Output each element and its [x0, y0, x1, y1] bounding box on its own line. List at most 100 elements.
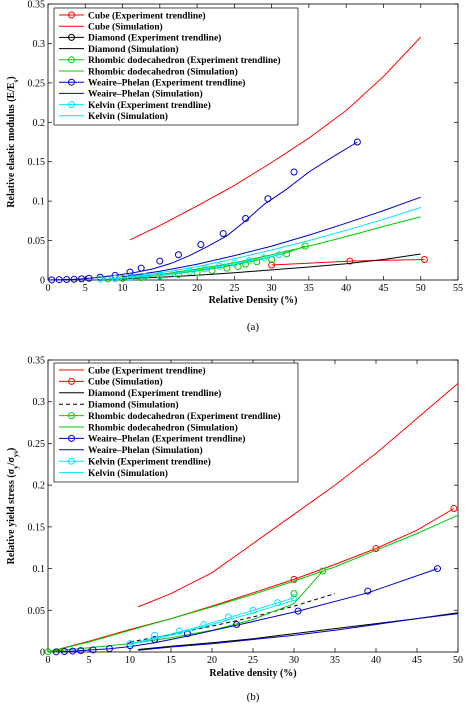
x-tick-label: 15 — [166, 655, 176, 666]
legend-entry-label: Rhombic dodecahedron (Simulation) — [88, 66, 238, 77]
series-9 — [129, 599, 295, 645]
data-point — [106, 645, 113, 653]
data-point — [200, 620, 208, 628]
data-point — [242, 214, 250, 222]
y-tick-label: 0.1 — [33, 197, 46, 208]
y-tick-label: 0.2 — [33, 481, 46, 492]
legend-swatch-marker — [68, 377, 75, 385]
x-tick-label: 40 — [341, 283, 351, 294]
legend-entry-label: Cube (Experiment trendline) — [88, 365, 206, 376]
y-tick-label: 0.05 — [28, 236, 46, 247]
data-point — [364, 587, 372, 595]
legend-swatch-marker — [68, 412, 75, 420]
y-tick-label: 0.15 — [28, 157, 46, 168]
legend-entry-label: Weaire–Phelan (Simulation) — [88, 89, 203, 100]
legend-entry-label: Diamond (Experiment trendline) — [88, 388, 221, 399]
y-axis-label: Relative elastic modulus (E/Es) — [6, 76, 20, 207]
y-tick-label: 0.35 — [28, 0, 46, 11]
data-point — [450, 505, 458, 513]
series-4 — [44, 567, 327, 656]
data-point — [55, 276, 63, 284]
series-7 — [138, 613, 459, 651]
data-point — [70, 275, 78, 283]
x-tick-label: 50 — [453, 655, 463, 666]
data-point — [52, 648, 60, 656]
data-point — [215, 262, 223, 270]
series-line — [129, 593, 336, 643]
figure-caption: (a) — [247, 321, 260, 333]
data-point — [96, 273, 104, 281]
data-point — [156, 257, 164, 265]
x-axis-label: Relative density (%) — [209, 668, 296, 679]
data-point — [85, 274, 93, 282]
legend-swatch-marker — [68, 101, 75, 109]
series-3 — [129, 593, 336, 643]
x-tick-label: 0 — [46, 283, 51, 294]
y-tick-label: 0.3 — [33, 397, 46, 408]
data-point — [96, 275, 104, 283]
data-point — [197, 241, 205, 249]
legend-box — [53, 362, 299, 483]
x-tick-label: 10 — [125, 655, 135, 666]
legend-entry-label: Diamond (Experiment trendline) — [88, 33, 221, 44]
series-9 — [122, 207, 421, 279]
data-point — [48, 276, 56, 284]
data-point — [201, 265, 209, 273]
data-point — [126, 642, 134, 650]
data-point — [294, 607, 302, 615]
data-point — [290, 575, 298, 583]
y-tick-label: 0.25 — [28, 78, 46, 89]
series-line — [271, 259, 425, 266]
data-point — [290, 168, 298, 176]
y-axis-label: Relative yield stress (σy/σys) — [6, 448, 20, 565]
y-tick-label: 0.15 — [28, 522, 46, 533]
series-5 — [47, 514, 459, 653]
data-point — [156, 271, 164, 279]
legend-entry-label: Weaire–Phelan (Simulation) — [88, 445, 203, 456]
y-tick-label: 0 — [40, 276, 45, 287]
data-point — [175, 627, 183, 635]
legend: Cube (Experiment trendline)Cube (Simulat… — [53, 7, 299, 126]
legend-entry-label: Kelvin (Experiment trendline) — [88, 100, 211, 111]
x-tick-label: 5 — [83, 283, 88, 294]
legend-entry-label: Kelvin (Simulation) — [88, 111, 168, 122]
data-point — [126, 274, 134, 282]
x-tick-label: 35 — [304, 283, 314, 294]
data-point — [78, 275, 86, 283]
data-point — [420, 255, 428, 263]
data-point — [264, 195, 272, 203]
x-tick-label: 0 — [46, 655, 51, 666]
series-7 — [122, 196, 421, 278]
series-1 — [129, 36, 422, 241]
x-tick-label: 45 — [412, 655, 422, 666]
data-point — [319, 567, 327, 575]
data-point — [353, 138, 361, 146]
legend-entry-label: Rhombic dodecahedron (Simulation) — [88, 422, 238, 433]
series-line — [129, 36, 422, 241]
legend-swatch-marker — [68, 56, 75, 64]
data-point — [60, 647, 68, 655]
legend-entry-label: Kelvin (Experiment trendline) — [88, 457, 211, 468]
legend-entry-label: Weaire–Phelan (Experiment trendline) — [88, 78, 245, 89]
series-line — [100, 254, 280, 280]
x-tick-label: 20 — [192, 283, 202, 294]
data-point — [77, 647, 85, 655]
chart-b: 0 5 10 15 20 25 30 35 40 45 50 0 0.05 0.1 0.15 0.2 0.25 0… — [6, 356, 463, 704]
x-tick-label: 25 — [229, 283, 239, 294]
x-tick-label: 35 — [330, 655, 340, 666]
legend-box — [53, 7, 299, 126]
series-3 — [122, 253, 421, 280]
x-axis-label: Relative Density (%) — [209, 295, 298, 306]
series-8 — [96, 251, 283, 283]
data-point — [137, 274, 145, 282]
legend-entry-label: Diamond (Simulation) — [88, 44, 179, 55]
series-line — [51, 141, 358, 281]
series-line — [47, 570, 324, 653]
x-tick-label: 50 — [416, 283, 426, 294]
y-tick-label: 0.25 — [28, 439, 46, 450]
x-tick-label: 30 — [267, 283, 277, 294]
y-tick-label: 0.2 — [33, 118, 46, 129]
legend-entry-label: Diamond (Simulation) — [88, 400, 179, 411]
data-point — [174, 251, 182, 259]
x-tick-label: 15 — [155, 283, 165, 294]
